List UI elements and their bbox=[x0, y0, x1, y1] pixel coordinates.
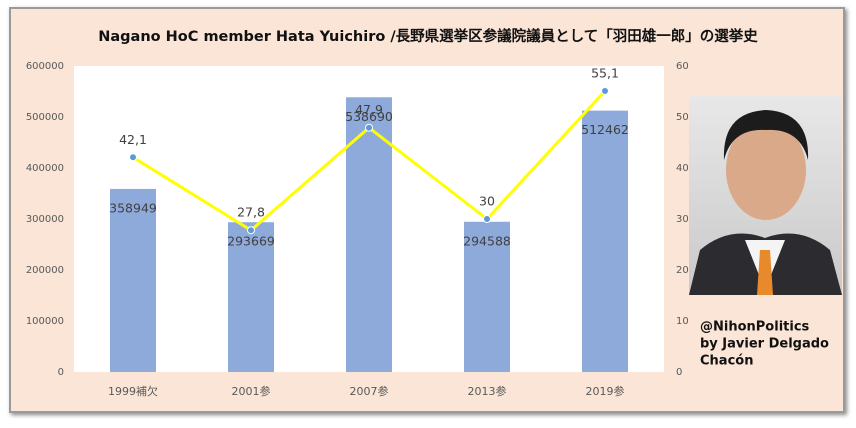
line-value-label: 27,8 bbox=[237, 205, 265, 220]
line-marker bbox=[247, 226, 255, 235]
y-tick-label: 500000 bbox=[26, 112, 64, 123]
x-tick-label: 2013参 bbox=[468, 384, 507, 398]
y-tick-label: 400000 bbox=[26, 163, 64, 174]
bar bbox=[228, 222, 274, 372]
chart-title: Nagano HoC member Hata Yuichiro /長野県選挙区参… bbox=[98, 27, 758, 45]
y2-tick-label: 40 bbox=[676, 163, 689, 174]
y2-tick-label: 20 bbox=[676, 265, 689, 276]
line-value-label: 47,9 bbox=[355, 102, 383, 117]
credit-line: Chacón bbox=[700, 354, 753, 369]
y2-tick-label: 0 bbox=[676, 367, 682, 378]
bar-value-label: 293669 bbox=[227, 234, 275, 249]
line-value-label: 30 bbox=[479, 194, 495, 209]
line-marker bbox=[483, 215, 491, 223]
y2-tick-label: 30 bbox=[676, 214, 689, 225]
bar-value-label: 512462 bbox=[581, 122, 629, 137]
x-tick-label: 2019参 bbox=[586, 384, 625, 398]
line-marker bbox=[601, 86, 609, 95]
y2-tick-label: 10 bbox=[676, 316, 689, 327]
bar bbox=[110, 188, 156, 372]
bar bbox=[464, 221, 510, 372]
y-tick-label: 300000 bbox=[26, 214, 64, 225]
line-marker bbox=[129, 153, 137, 162]
x-tick-label: 2007参 bbox=[350, 384, 389, 398]
y2-tick-label: 50 bbox=[676, 112, 689, 123]
credit-line: @NihonPolitics bbox=[700, 320, 810, 335]
y2-tick-label: 60 bbox=[676, 61, 689, 72]
bar-value-label: 358949 bbox=[109, 200, 157, 215]
line-marker bbox=[365, 123, 373, 132]
bar bbox=[346, 97, 392, 372]
y-tick-label: 100000 bbox=[26, 316, 64, 327]
bar-value-label: 538690 bbox=[345, 109, 393, 124]
photo bbox=[689, 95, 842, 295]
line-value-label: 55,1 bbox=[591, 65, 619, 80]
line-value-label: 42,1 bbox=[119, 132, 147, 147]
y-tick-label: 0 bbox=[58, 367, 64, 378]
y-tick-label: 200000 bbox=[26, 265, 64, 276]
bar-value-label: 294588 bbox=[463, 233, 511, 248]
bar bbox=[582, 110, 628, 372]
x-tick-label: 1999補欠 bbox=[108, 384, 158, 398]
credit-line: by Javier Delgado bbox=[700, 337, 829, 352]
x-tick-label: 2001参 bbox=[232, 384, 271, 398]
y-tick-label: 600000 bbox=[26, 61, 64, 72]
